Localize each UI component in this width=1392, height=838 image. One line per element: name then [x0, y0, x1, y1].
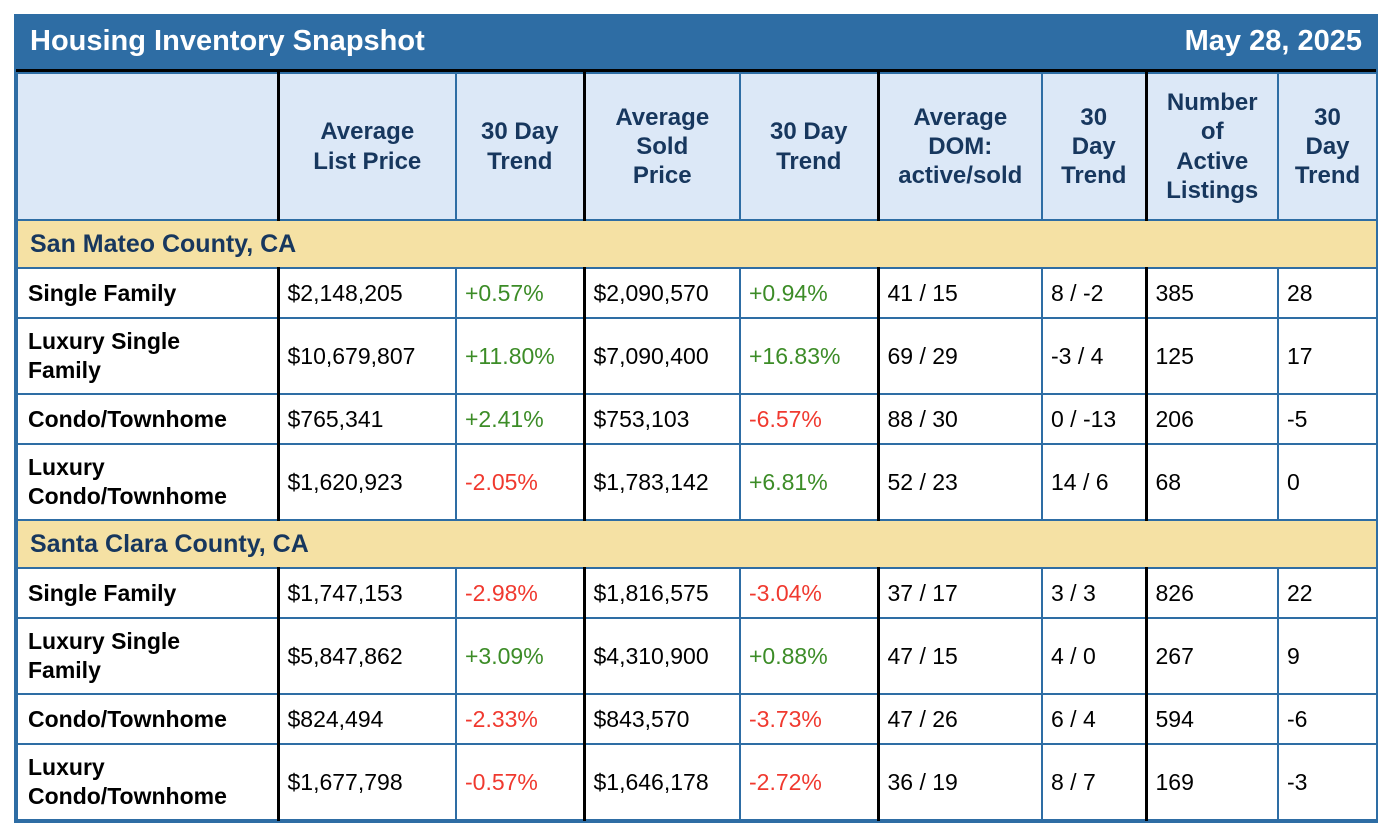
column-header-list-price-trend: 30 Day Trend — [455, 72, 585, 221]
avg-dom: 37 / 17 — [876, 567, 1043, 619]
avg-sold-price: $1,816,575 — [582, 567, 741, 619]
avg-dom: 41 / 15 — [876, 267, 1043, 319]
sold-price-trend: -3.04% — [739, 567, 879, 619]
active-listings: 385 — [1144, 267, 1279, 319]
column-header-avg-dom: Average DOM: active/sold — [876, 72, 1043, 221]
active-listings: 206 — [1144, 393, 1279, 445]
housing-inventory-report: Housing Inventory Snapshot May 28, 2025 … — [14, 14, 1378, 823]
list-price-trend: -2.98% — [455, 567, 585, 619]
row-label: Single Family — [16, 567, 279, 619]
listings-trend: 17 — [1277, 317, 1378, 395]
active-listings: 125 — [1144, 317, 1279, 395]
row-label: Condo/Townhome — [16, 393, 279, 445]
row-label: Single Family — [16, 267, 279, 319]
row-label: Luxury Condo/Townhome — [16, 443, 279, 521]
avg-list-price: $10,679,807 — [276, 317, 457, 395]
listings-trend: -3 — [1277, 743, 1378, 821]
dom-trend: 4 / 0 — [1041, 617, 1147, 695]
column-header-avg-sold-price: Average Sold Price — [582, 72, 741, 221]
corner-cell — [16, 72, 279, 221]
section-header-row: Santa Clara County, CA — [16, 519, 1378, 569]
avg-list-price: $1,747,153 — [276, 567, 457, 619]
listings-trend: 9 — [1277, 617, 1378, 695]
sold-price-trend: -6.57% — [739, 393, 879, 445]
avg-sold-price: $843,570 — [582, 693, 741, 745]
avg-dom: 47 / 15 — [876, 617, 1043, 695]
active-listings: 594 — [1144, 693, 1279, 745]
avg-dom: 69 / 29 — [876, 317, 1043, 395]
row-label: Luxury Single Family — [16, 317, 279, 395]
dom-trend: 6 / 4 — [1041, 693, 1147, 745]
dom-trend: -3 / 4 — [1041, 317, 1147, 395]
sold-price-trend: -2.72% — [739, 743, 879, 821]
table-row: Luxury Condo/Townhome $1,677,798 -0.57% … — [16, 743, 1378, 821]
section-title-san-mateo: San Mateo County, CA — [16, 219, 1378, 269]
listings-trend: 22 — [1277, 567, 1378, 619]
list-price-trend: +3.09% — [455, 617, 585, 695]
sold-price-trend: +16.83% — [739, 317, 879, 395]
sold-price-trend: -3.73% — [739, 693, 879, 745]
avg-list-price: $2,148,205 — [276, 267, 457, 319]
avg-sold-price: $2,090,570 — [582, 267, 741, 319]
avg-list-price: $765,341 — [276, 393, 457, 445]
avg-sold-price: $7,090,400 — [582, 317, 741, 395]
dom-trend: 14 / 6 — [1041, 443, 1147, 521]
avg-dom: 36 / 19 — [876, 743, 1043, 821]
dom-trend: 8 / -2 — [1041, 267, 1147, 319]
row-label: Condo/Townhome — [16, 693, 279, 745]
dom-trend: 8 / 7 — [1041, 743, 1147, 821]
avg-sold-price: $1,783,142 — [582, 443, 741, 521]
list-price-trend: -0.57% — [455, 743, 585, 821]
column-header-dom-trend: 30 Day Trend — [1041, 72, 1147, 221]
active-listings: 68 — [1144, 443, 1279, 521]
active-listings: 169 — [1144, 743, 1279, 821]
row-label: Luxury Condo/Townhome — [16, 743, 279, 821]
avg-list-price: $5,847,862 — [276, 617, 457, 695]
sold-price-trend: +6.81% — [739, 443, 879, 521]
section-title-santa-clara: Santa Clara County, CA — [16, 519, 1378, 569]
sold-price-trend: +0.94% — [739, 267, 879, 319]
table-row: Condo/Townhome $824,494 -2.33% $843,570 … — [16, 693, 1378, 745]
section-header-row: San Mateo County, CA — [16, 219, 1378, 269]
avg-dom: 88 / 30 — [876, 393, 1043, 445]
avg-list-price: $1,620,923 — [276, 443, 457, 521]
list-price-trend: -2.05% — [455, 443, 585, 521]
avg-list-price: $824,494 — [276, 693, 457, 745]
listings-trend: -6 — [1277, 693, 1378, 745]
list-price-trend: +11.80% — [455, 317, 585, 395]
page-title: Housing Inventory Snapshot — [30, 25, 425, 57]
table-row: Single Family $2,148,205 +0.57% $2,090,5… — [16, 267, 1378, 319]
title-bar: Housing Inventory Snapshot May 28, 2025 — [16, 14, 1376, 72]
column-header-listings-trend: 30 Day Trend — [1277, 72, 1378, 221]
avg-sold-price: $1,646,178 — [582, 743, 741, 821]
header-row: Average List Price 30 Day Trend Average … — [16, 72, 1378, 221]
list-price-trend: +0.57% — [455, 267, 585, 319]
list-price-trend: +2.41% — [455, 393, 585, 445]
dom-trend: 0 / -13 — [1041, 393, 1147, 445]
list-price-trend: -2.33% — [455, 693, 585, 745]
column-header-avg-list-price: Average List Price — [276, 72, 457, 221]
report-date: May 28, 2025 — [1184, 25, 1362, 57]
avg-dom: 47 / 26 — [876, 693, 1043, 745]
sold-price-trend: +0.88% — [739, 617, 879, 695]
listings-trend: 0 — [1277, 443, 1378, 521]
dom-trend: 3 / 3 — [1041, 567, 1147, 619]
table-row: Luxury Single Family $10,679,807 +11.80%… — [16, 317, 1378, 395]
avg-sold-price: $4,310,900 — [582, 617, 741, 695]
listings-trend: 28 — [1277, 267, 1378, 319]
active-listings: 267 — [1144, 617, 1279, 695]
table-row: Luxury Single Family $5,847,862 +3.09% $… — [16, 617, 1378, 695]
active-listings: 826 — [1144, 567, 1279, 619]
inventory-table: Average List Price 30 Day Trend Average … — [16, 72, 1378, 821]
avg-sold-price: $753,103 — [582, 393, 741, 445]
listings-trend: -5 — [1277, 393, 1378, 445]
table-row: Luxury Condo/Townhome $1,620,923 -2.05% … — [16, 443, 1378, 521]
table-row: Condo/Townhome $765,341 +2.41% $753,103 … — [16, 393, 1378, 445]
avg-list-price: $1,677,798 — [276, 743, 457, 821]
avg-dom: 52 / 23 — [876, 443, 1043, 521]
table-row: Single Family $1,747,153 -2.98% $1,816,5… — [16, 567, 1378, 619]
column-header-active-listings: Number of Active Listings — [1144, 72, 1279, 221]
row-label: Luxury Single Family — [16, 617, 279, 695]
column-header-sold-price-trend: 30 Day Trend — [739, 72, 879, 221]
